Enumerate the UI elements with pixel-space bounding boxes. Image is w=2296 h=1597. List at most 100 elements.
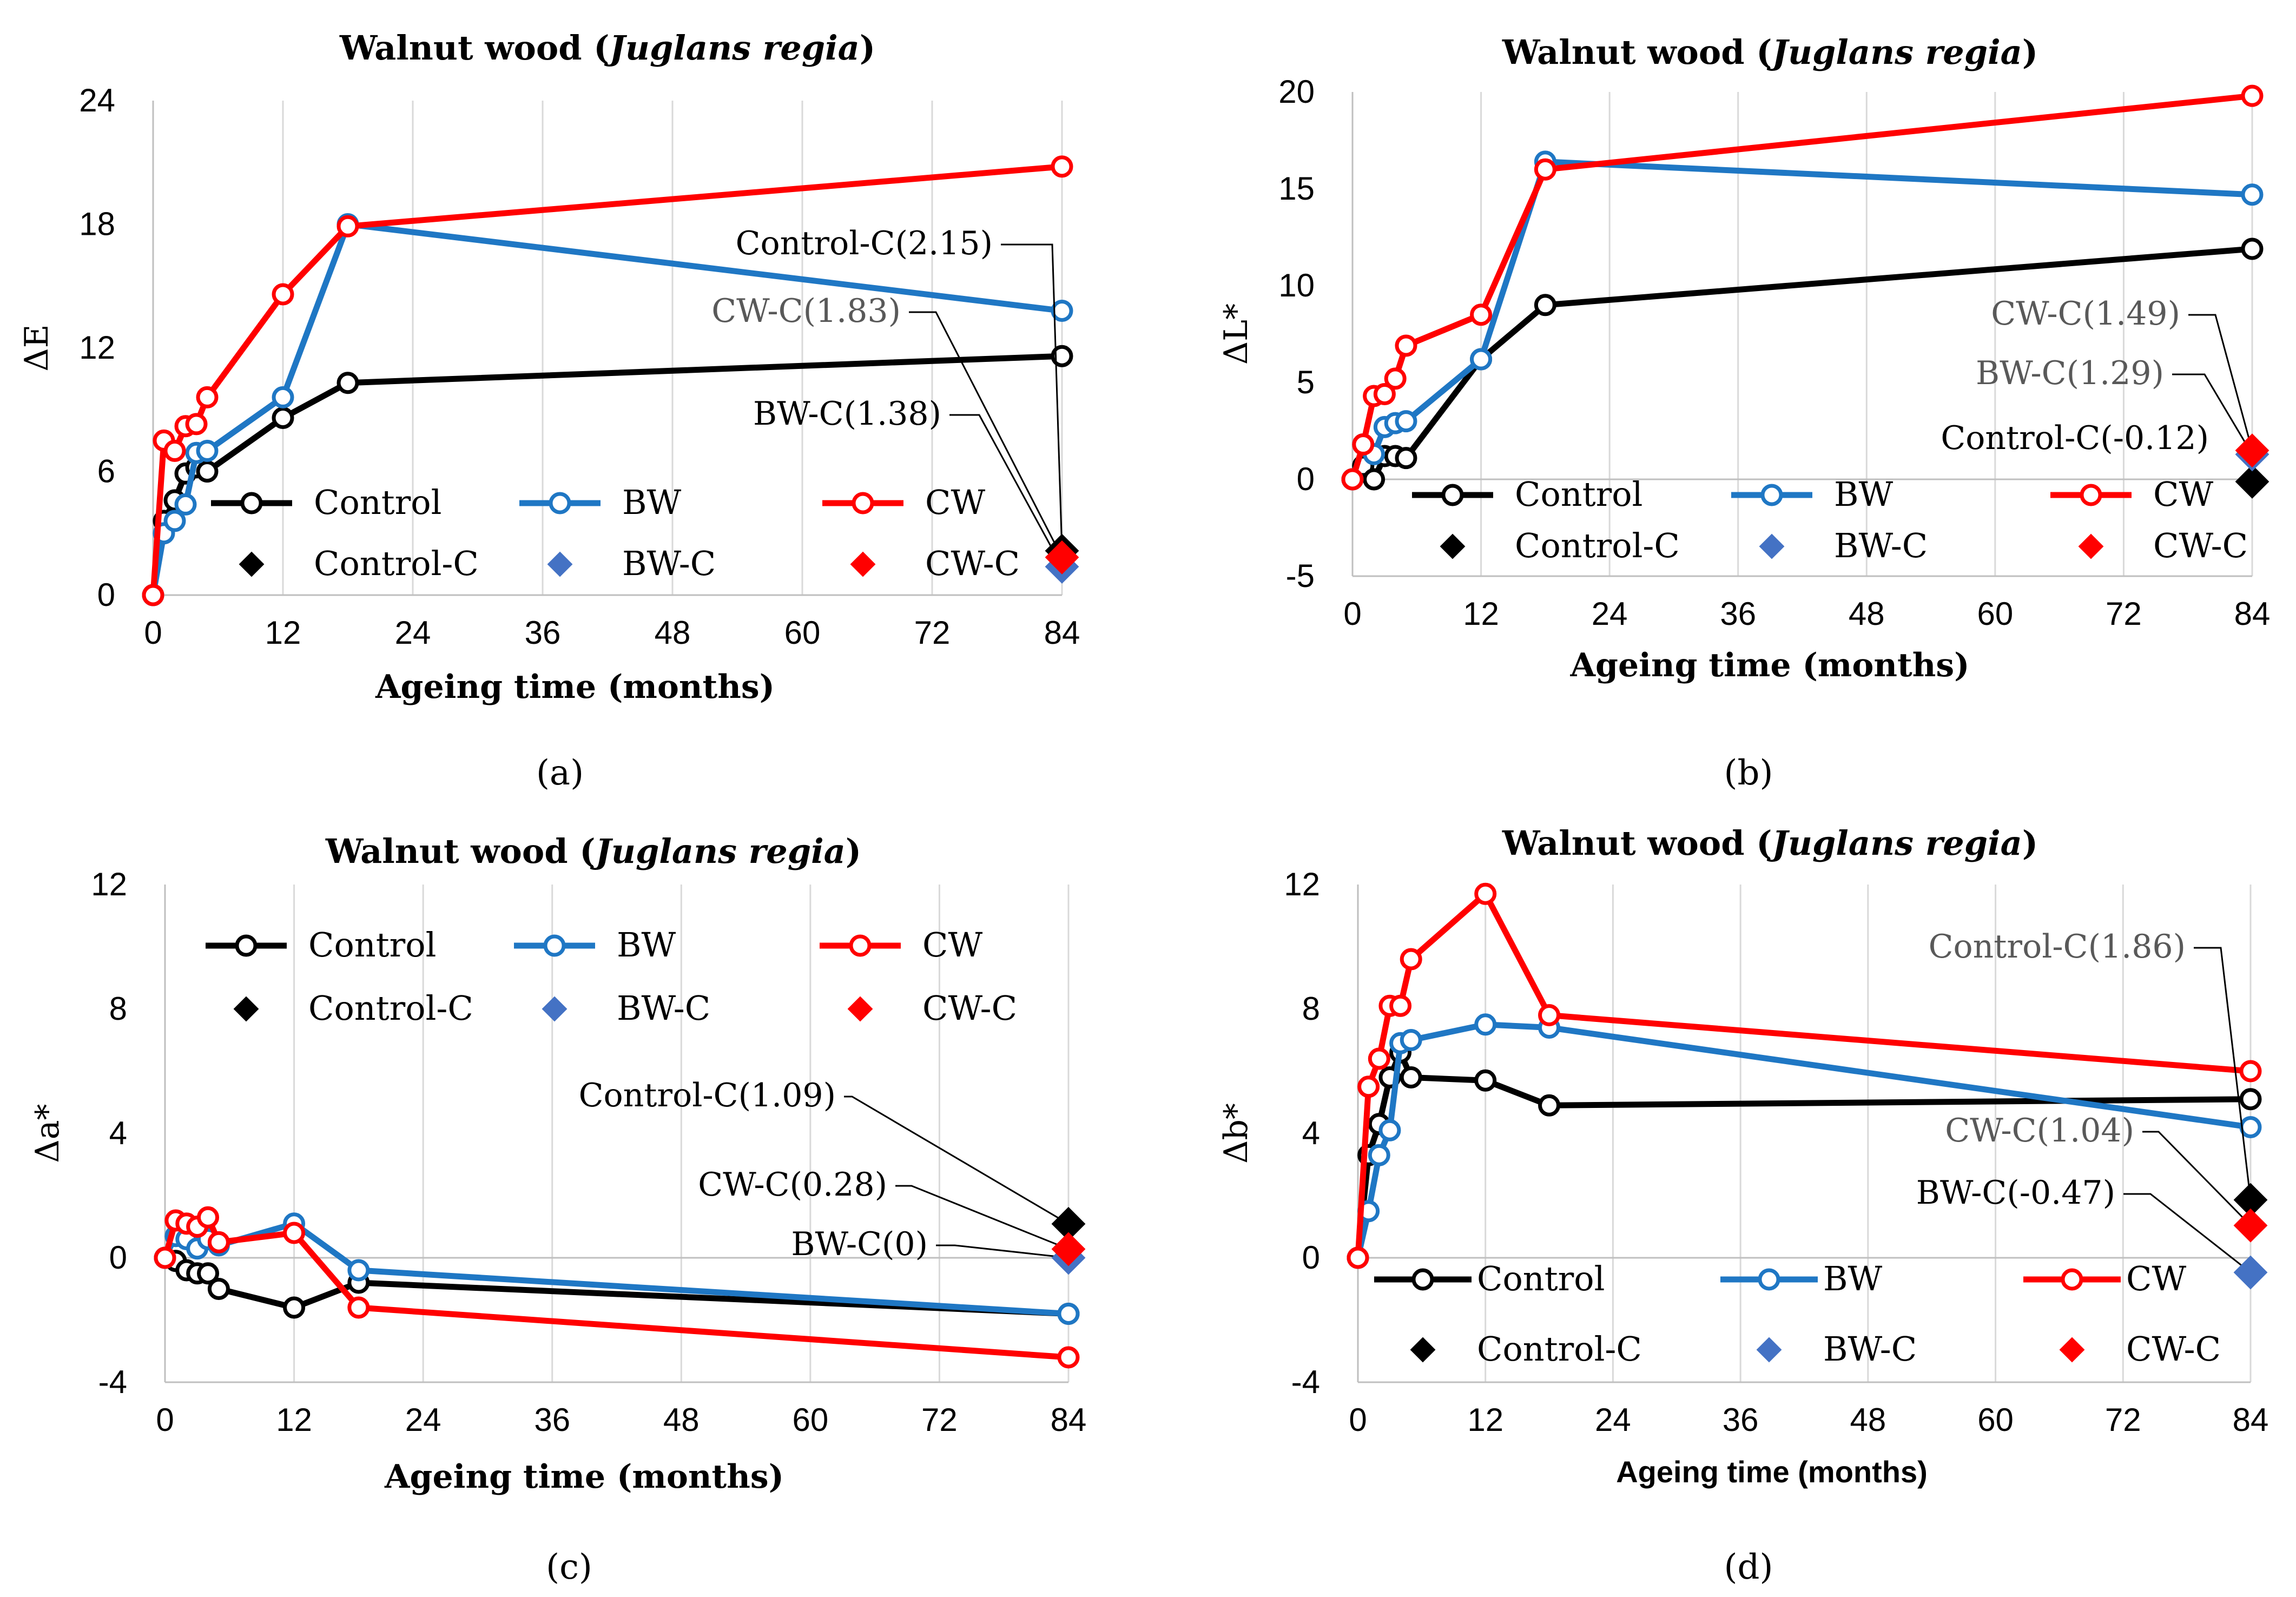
y-axis-label: Δa*	[29, 1104, 67, 1163]
legend-marker-cw	[2061, 1268, 2083, 1291]
legend-label: Control-C	[314, 544, 479, 583]
x-tick-label: 84	[1044, 615, 1080, 651]
x-tick-label: 48	[1850, 1402, 1886, 1438]
chart-title: Walnut wood (Juglans regia)	[1502, 32, 2038, 72]
legend-label: Control	[308, 925, 436, 965]
x-tick-label: 60	[1977, 596, 2013, 632]
y-tick-label: 10	[1278, 267, 1315, 303]
y-tick-label: 0	[1302, 1239, 1320, 1276]
data-point-bw	[1057, 1303, 1080, 1325]
data-point-cw	[163, 439, 186, 462]
panel-label: (a)	[536, 753, 584, 793]
legend-marker-control	[240, 492, 263, 514]
x-axis-label: Ageing time (months)	[1616, 1455, 1928, 1489]
callout-line	[1001, 243, 1063, 551]
y-tick-label: 12	[79, 329, 115, 366]
y-axis-label: ΔL*	[1217, 303, 1255, 365]
data-point-cw	[1474, 882, 1497, 905]
legend-label: Control-C	[308, 988, 473, 1028]
legend-diamond-control-c	[233, 996, 259, 1022]
x-tick-label: 72	[914, 615, 951, 651]
data-point-cw	[1534, 158, 1556, 181]
chart-title-prefix: Walnut wood (	[325, 832, 596, 871]
data-point-control	[1051, 345, 1073, 367]
callout-line	[909, 311, 1063, 558]
data-point-control	[1363, 468, 1385, 491]
x-tick-label: 24	[395, 615, 431, 651]
x-axis-label: Ageing time (months)	[384, 1458, 784, 1496]
x-tick-label: 36	[534, 1402, 570, 1438]
data-point-cw	[1384, 367, 1407, 390]
y-tick-label: 0	[1297, 461, 1315, 497]
callout-line	[844, 1096, 1069, 1225]
callout-line	[895, 1185, 1069, 1250]
x-tick-label: 36	[525, 615, 561, 651]
y-axis-label: ΔE	[18, 324, 56, 371]
callout-line	[2194, 947, 2252, 1200]
data-point-cw	[1395, 334, 1417, 357]
chart-panel-1: 0 6 12 18 24 0 12 24 36 48 60 72 84 Walnut wood (Jugl…	[18, 28, 1080, 793]
data-point-cw	[196, 386, 219, 408]
data-point-cw	[1347, 1246, 1369, 1269]
y-tick-label: 6	[97, 453, 115, 490]
marker-cw-c	[1045, 540, 1079, 575]
x-tick-label: 24	[1592, 596, 1628, 632]
legend-label: CW	[922, 925, 982, 965]
y-tick-label: 20	[1278, 74, 1315, 110]
data-point-bw	[174, 493, 197, 516]
marker-cw-c	[1051, 1232, 1086, 1266]
data-point-cw	[2239, 1060, 2262, 1083]
y-tick-label: 18	[79, 206, 115, 242]
chart-title-italic: Juglans regia	[604, 28, 860, 68]
legend-marker-bw	[543, 934, 566, 957]
legend-label: BW-C	[1834, 526, 1928, 565]
legend-label: BW	[617, 925, 676, 965]
y-tick-label: 0	[109, 1239, 127, 1276]
legend-label: BW	[622, 483, 682, 522]
y-tick-label: 8	[109, 991, 127, 1027]
data-point-bw	[1368, 1144, 1390, 1166]
data-point-control	[196, 460, 219, 483]
chart-title: Walnut wood (Juglans regia)	[1502, 823, 2038, 863]
legend-label: BW	[1834, 474, 1893, 514]
x-tick-label: 84	[1051, 1402, 1087, 1438]
x-tick-label: 0	[156, 1402, 174, 1438]
legend-label: CW	[925, 483, 985, 522]
data-point-cw	[207, 1231, 230, 1253]
legend-marker-bw	[1758, 1268, 1780, 1291]
legend-marker-cw	[2080, 484, 2102, 506]
legend-marker-cw	[849, 934, 872, 957]
x-axis-label: Ageing time (months)	[375, 668, 775, 706]
y-tick-label: 15	[1278, 170, 1315, 207]
data-point-cw	[1357, 1075, 1380, 1098]
x-tick-label: 72	[921, 1402, 958, 1438]
chart-title-prefix: Walnut wood (	[339, 28, 610, 68]
x-tick-label: 36	[1723, 1402, 1759, 1438]
legend-label: BW-C	[1823, 1329, 1917, 1369]
data-point-control	[2241, 237, 2264, 260]
marker-control-c	[2235, 464, 2269, 499]
x-tick-label: 12	[1467, 1402, 1503, 1438]
legend-marker-control	[1411, 1268, 1434, 1291]
callout-line	[2172, 373, 2253, 455]
callout-label: Control-C(1.86)	[1929, 928, 2186, 966]
data-point-control	[1395, 447, 1417, 470]
data-point-cw	[1470, 303, 1493, 326]
data-point-control	[272, 406, 294, 429]
legend-marker-bw	[1760, 484, 1783, 506]
data-point-control	[337, 372, 359, 394]
x-tick-label: 84	[2233, 1402, 2269, 1438]
legend-label: Control	[1477, 1259, 1605, 1298]
legend-label: BW-C	[622, 544, 716, 583]
y-tick-label: -4	[98, 1364, 127, 1400]
legend-diamond-cw-c	[2059, 1337, 2085, 1363]
x-tick-label: 36	[1720, 596, 1756, 632]
data-point-cw	[1373, 382, 1396, 405]
data-point-cw	[154, 1246, 176, 1269]
callout-line	[949, 414, 1063, 567]
x-tick-label: 24	[405, 1402, 441, 1438]
data-point-cw	[1341, 468, 1364, 491]
data-point-cw	[1051, 155, 1073, 178]
callout-label: CW-C(1.49)	[1991, 295, 2180, 333]
